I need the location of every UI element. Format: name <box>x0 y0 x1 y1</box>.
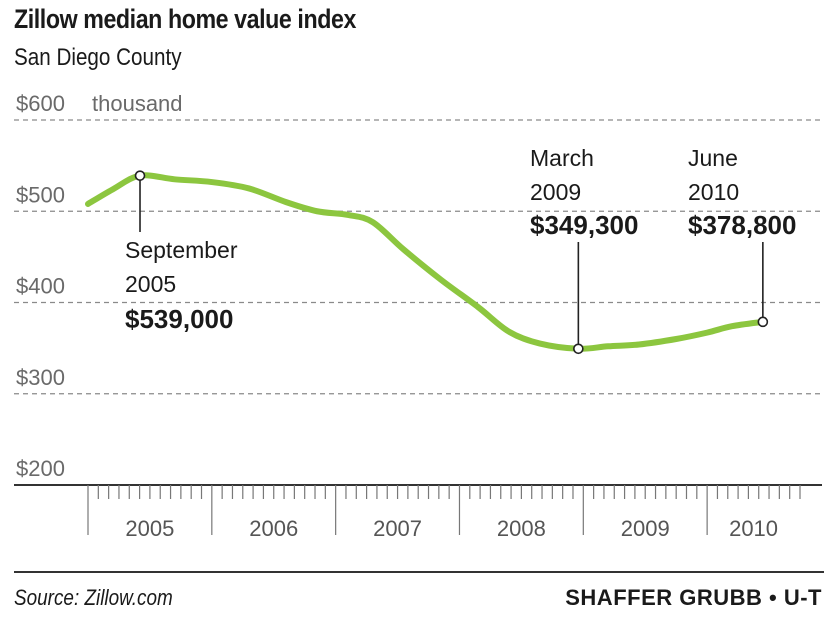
x-tick-label-2010: 2010 <box>729 516 778 541</box>
y-tick-label-400: $400 <box>16 274 65 299</box>
x-tick-label-2006: 2006 <box>249 516 298 541</box>
annotation-year-2009: 2009 <box>530 179 581 205</box>
annotation-value-2009: $349,300 <box>530 210 638 240</box>
annotation-value-2005: $539,000 <box>125 304 233 334</box>
series-line-0 <box>85 172 766 352</box>
chart-subtitle: San Diego County <box>14 44 182 71</box>
y-tick-label-300: $300 <box>16 365 65 390</box>
annotation-month-2005: September <box>125 237 238 263</box>
y-unit-label: thousand <box>92 91 183 116</box>
line-chart: $600 thousand $500 $400 $300 $200 2005 2006 2007… <box>14 91 822 541</box>
y-tick-label-200: $200 <box>16 456 65 481</box>
x-tick-label-2007: 2007 <box>373 516 422 541</box>
annotation-month-2010: June <box>688 145 738 171</box>
chart-title: Zillow median home value index <box>14 4 356 34</box>
annotation-value-2010: $378,800 <box>688 210 796 240</box>
annotation-year-2010: 2010 <box>688 179 739 205</box>
y-tick-label-500: $500 <box>16 182 65 207</box>
footer-divider <box>14 571 824 573</box>
data-point-2009 <box>573 343 584 355</box>
x-tick-label-2005: 2005 <box>125 516 174 541</box>
x-tick-label-2008: 2008 <box>497 516 546 541</box>
x-tick-label-2009: 2009 <box>621 516 670 541</box>
source-note: Source: Zillow.com <box>14 585 173 610</box>
data-point-2010 <box>757 316 769 328</box>
annotation-month-2009: March <box>530 145 594 171</box>
credit-line: SHAFFER GRUBB • U-T <box>565 585 822 610</box>
annotation-year-2005: 2005 <box>125 271 176 297</box>
data-point-2005 <box>134 170 146 181</box>
y-tick-label-600: $600 <box>16 91 65 116</box>
